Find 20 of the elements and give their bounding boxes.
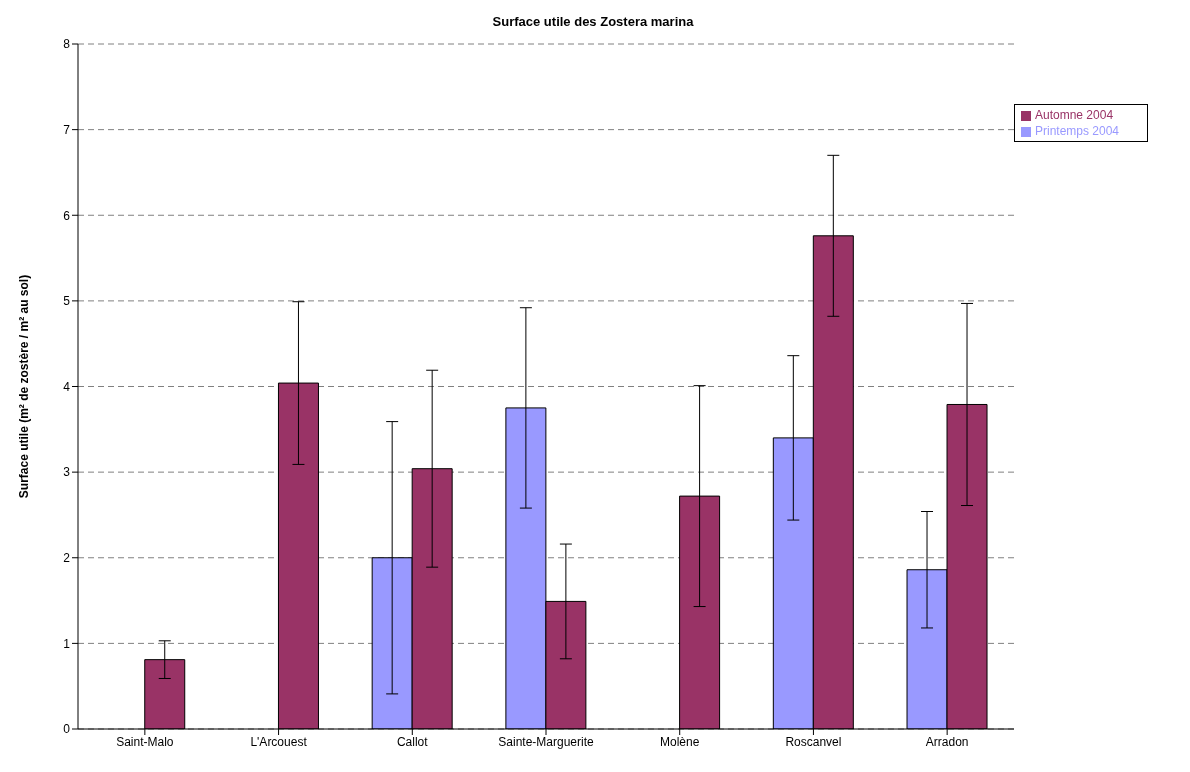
chart-title: Surface utile des Zostera marina	[491, 14, 695, 31]
y-tick-label: 5	[63, 294, 71, 309]
legend-label: Automne 2004	[1035, 108, 1114, 122]
y-axis-title: Surface utile (m² de zostère / m² au sol)	[17, 274, 32, 499]
x-tick-label: Callot	[396, 734, 429, 749]
y-tick-label: 3	[63, 465, 71, 480]
y-tick-label: 7	[63, 122, 71, 137]
x-tick-label: Sainte-Marguerite	[498, 734, 595, 749]
x-tick-label: Saint-Malo	[116, 734, 174, 749]
y-tick-label: 4	[63, 379, 71, 394]
x-tick-label: Roscanvel	[785, 734, 842, 749]
y-tick-label: 8	[63, 37, 71, 52]
x-tick-label: Molène	[660, 734, 700, 749]
x-tick-label: L'Arcouest	[250, 734, 308, 749]
y-tick-label: 6	[63, 208, 71, 223]
legend-label: Printemps 2004	[1035, 124, 1120, 138]
y-tick-label: 2	[63, 551, 71, 566]
x-tick-label: Arradon	[925, 734, 969, 749]
y-tick-label: 1	[63, 636, 71, 651]
y-tick-label: 0	[63, 722, 71, 737]
